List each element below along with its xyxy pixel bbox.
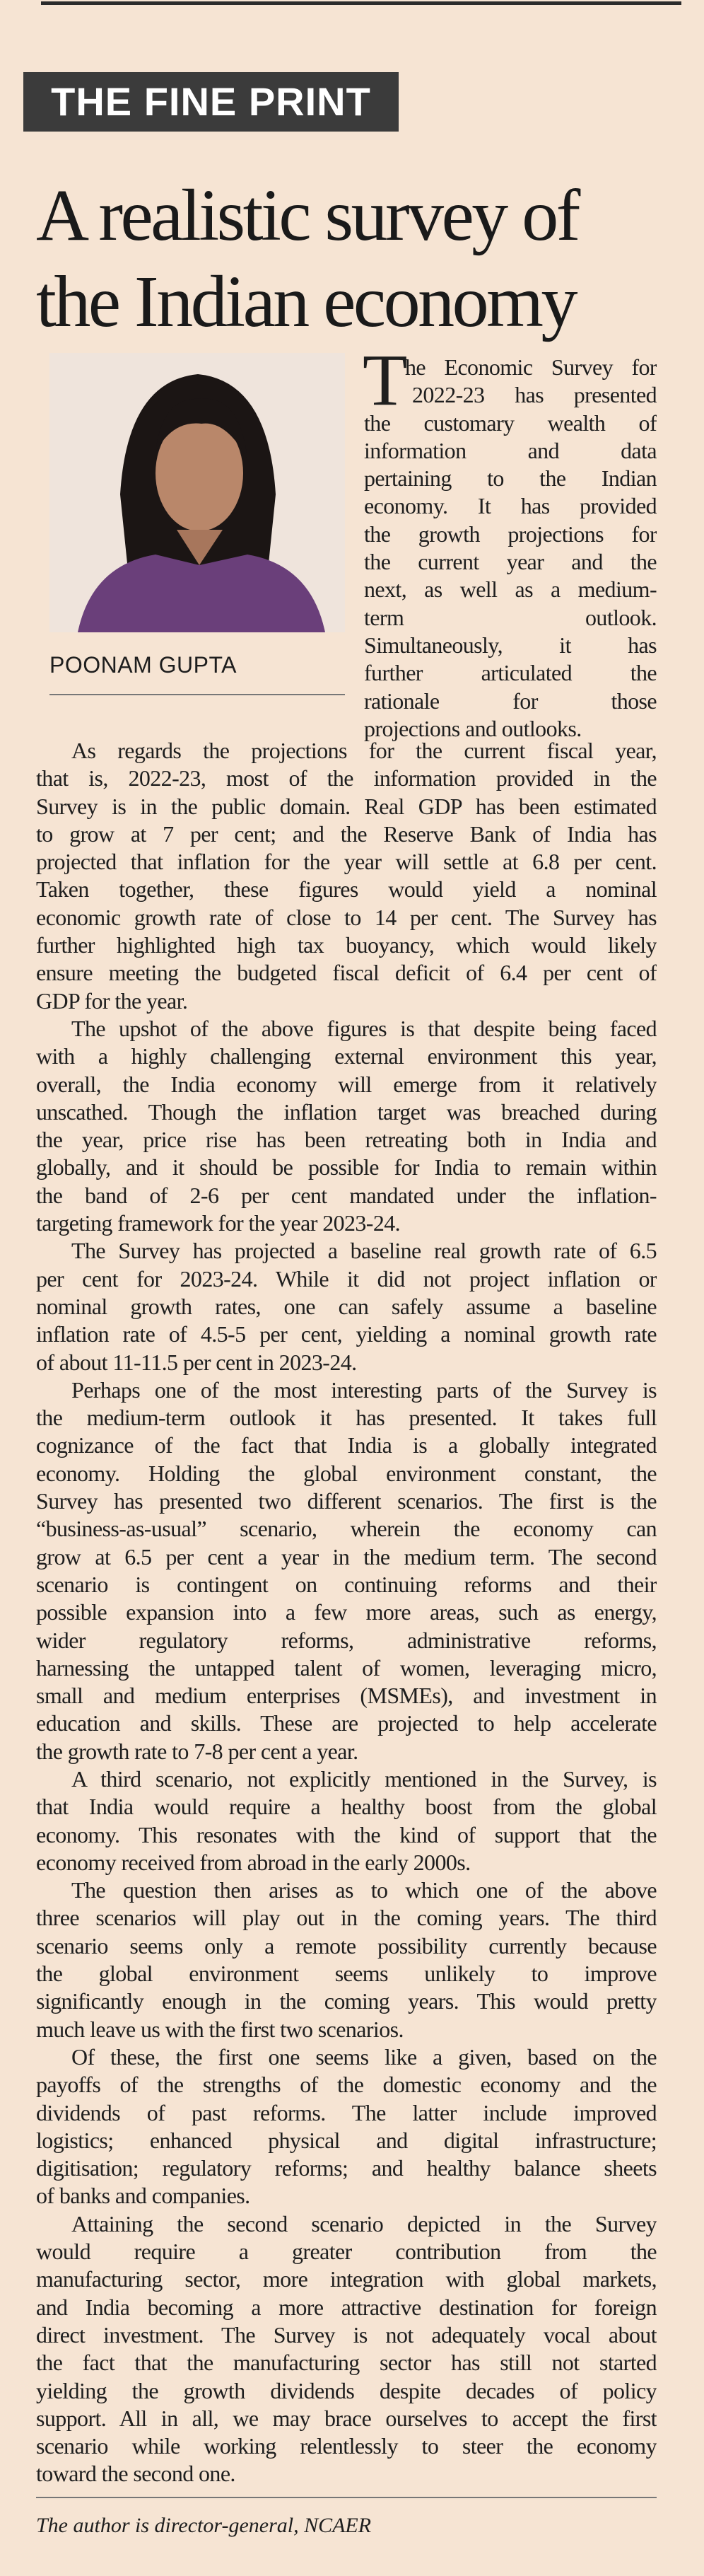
- text-line: the growth rate to 7-8 per cent a year.: [36, 1738, 358, 1764]
- text-line: with a highly challenging external envir…: [36, 1043, 657, 1069]
- text-line: scenario while working relentlessly to s…: [36, 2433, 657, 2459]
- text-line: unscathed. Though the inflation target w…: [36, 1098, 657, 1125]
- text-line: economic growth rate of close to 14 per …: [36, 904, 657, 930]
- text-line: and India becoming a more attractive des…: [36, 2294, 657, 2320]
- author-photo: [49, 353, 345, 632]
- text-line: Taken together, these figures would yiel…: [36, 876, 657, 903]
- text-line: As regards the projections for the curre…: [71, 738, 657, 763]
- text-line: scenario is contingent on continuing ref…: [36, 1571, 657, 1597]
- text-line: scenario seems only a remote possibility…: [36, 1932, 657, 1959]
- text-line: of banks and companies.: [36, 2183, 250, 2209]
- text-line: economy. It has provided: [364, 493, 657, 519]
- text-line: education and skills. These are projecte…: [36, 1710, 657, 1736]
- text-line: the medium-term outlook it has presented…: [36, 1405, 657, 1431]
- drop-cap: T: [363, 340, 408, 421]
- text-line: targeting framework for the year 2023-24…: [36, 1210, 401, 1236]
- text-line: toward the second one.: [36, 2461, 235, 2487]
- text-line: rationale for those: [364, 687, 657, 714]
- text-line: further highlighted high tax buoyancy, w…: [36, 932, 657, 958]
- text-line: to grow at 7 per cent; and the Reserve B…: [36, 820, 657, 847]
- author-name: POONAM GUPTA: [49, 652, 237, 678]
- text-line: of about 11-11.5 per cent in 2023-24.: [36, 1349, 357, 1375]
- text-line: that India would require a healthy boost…: [36, 1794, 657, 1820]
- text-line: inflation rate of 4.5-5 per cent, yieldi…: [36, 1321, 657, 1347]
- text-line: the band of 2-6 per cent mandated under …: [36, 1182, 657, 1208]
- text-line: 2022-23 has presented: [412, 382, 657, 408]
- author-note: The author is director-general, NCAER: [36, 2514, 372, 2537]
- text-line: next, as well as a medium-: [364, 576, 657, 603]
- text-line: much leave us with the first two scenari…: [36, 2016, 404, 2042]
- text-line: he Economic Survey for: [405, 354, 657, 380]
- text-line: The Survey has projected a baseline real…: [71, 1238, 657, 1264]
- text-line: ensure meeting the budgeted fiscal defic…: [36, 960, 657, 986]
- text-line: that is, 2022-23, most of the informatio…: [36, 765, 657, 791]
- text-line: manufacturing sector, more integration w…: [36, 2266, 657, 2292]
- text-line: payoffs of the strengths of the domestic…: [36, 2072, 657, 2098]
- text-line: the current year and the: [364, 549, 657, 575]
- text-line: harnessing the untapped talent of women,…: [36, 1654, 657, 1681]
- text-line: small and medium enterprises (MSMEs), an…: [36, 1683, 657, 1709]
- author-rule: [49, 694, 345, 695]
- headline-line: A realistic survey of: [36, 175, 580, 256]
- text-line: would require a greater contribution fro…: [36, 2239, 657, 2265]
- text-line: economy. This resonates with the kind of…: [36, 1821, 657, 1847]
- text-line: economy. Holding the global environment …: [36, 1460, 657, 1486]
- text-line: A third scenario, not explicitly mention…: [71, 1765, 657, 1792]
- text-line: digitisation; regulatory reforms; and he…: [36, 2155, 657, 2181]
- text-line: the global environment seems unlikely to…: [36, 1961, 657, 1987]
- intro-column: he Economic Survey for 2022-23 has presen…: [364, 354, 657, 743]
- text-line: logistics; enhanced physical and digital…: [36, 2127, 657, 2153]
- text-line: globally, and it should be possible for …: [36, 1154, 657, 1180]
- text-line: Of these, the first one seems like a giv…: [71, 2043, 657, 2070]
- body-column: As regards the projections for the curre…: [36, 737, 657, 2488]
- top-rule: [41, 1, 681, 5]
- text-line: cognizance of the fact that India is a g…: [36, 1432, 657, 1458]
- text-line: “business-as-usual” scenario, wherein th…: [36, 1516, 657, 1542]
- footer-rule: [36, 2497, 657, 2498]
- text-line: Survey is in the public domain. Real GDP…: [36, 793, 657, 819]
- text-line: projected that inflation for the year wi…: [36, 849, 657, 875]
- text-line: The upshot of the above figures is that …: [71, 1015, 657, 1041]
- text-line: GDP for the year.: [36, 987, 188, 1014]
- text-line: three scenarios will play out in the com…: [36, 1905, 657, 1931]
- text-line: Attaining the second scenario depicted i…: [71, 2210, 657, 2236]
- headline: A realistic survey of the Indian economy: [36, 173, 686, 345]
- text-line: the customary wealth of: [364, 410, 657, 436]
- text-line: nominal growth rates, one can safely ass…: [36, 1293, 657, 1319]
- text-line: information and data: [364, 437, 657, 463]
- section-label: THE FINE PRINT: [23, 72, 399, 132]
- text-line: the growth projections for: [364, 521, 657, 547]
- text-line: Perhaps one of the most interesting part…: [71, 1376, 657, 1403]
- text-line: The question then arises as to which one…: [71, 1877, 657, 1903]
- text-line: Survey has presented two different scena…: [36, 1488, 657, 1514]
- text-line: further articulated the: [364, 660, 657, 686]
- text-line: economy received from abroad in the earl…: [36, 1849, 471, 1875]
- text-line: wider regulatory reforms, administrative…: [36, 1627, 657, 1653]
- text-line: overall, the India economy will emerge f…: [36, 1071, 657, 1097]
- text-line: term outlook.: [364, 604, 657, 630]
- text-line: possible expansion into a few more areas…: [36, 1599, 657, 1625]
- text-line: grow at 6.5 per cent a year in the mediu…: [36, 1543, 657, 1570]
- text-line: projections and outlooks.: [364, 715, 582, 741]
- text-line: per cent for 2023-24. While it did not p…: [36, 1265, 657, 1292]
- text-line: pertaining to the Indian: [364, 465, 657, 492]
- text-line: yielding the growth dividends despite de…: [36, 2377, 657, 2403]
- text-line: significantly enough in the coming years…: [36, 1988, 657, 2014]
- text-line: the fact that the manufacturing sector h…: [36, 2350, 657, 2376]
- text-line: Simultaneously, it has: [364, 632, 657, 658]
- text-line: direct investment. The Survey is not ade…: [36, 2321, 657, 2348]
- text-line: dividends of past reforms. The latter in…: [36, 2099, 657, 2125]
- text-line: support. All in all, we may brace oursel…: [36, 2405, 657, 2431]
- headline-line: the Indian economy: [36, 261, 577, 342]
- text-line: the year, price rise has been retreating…: [36, 1127, 657, 1153]
